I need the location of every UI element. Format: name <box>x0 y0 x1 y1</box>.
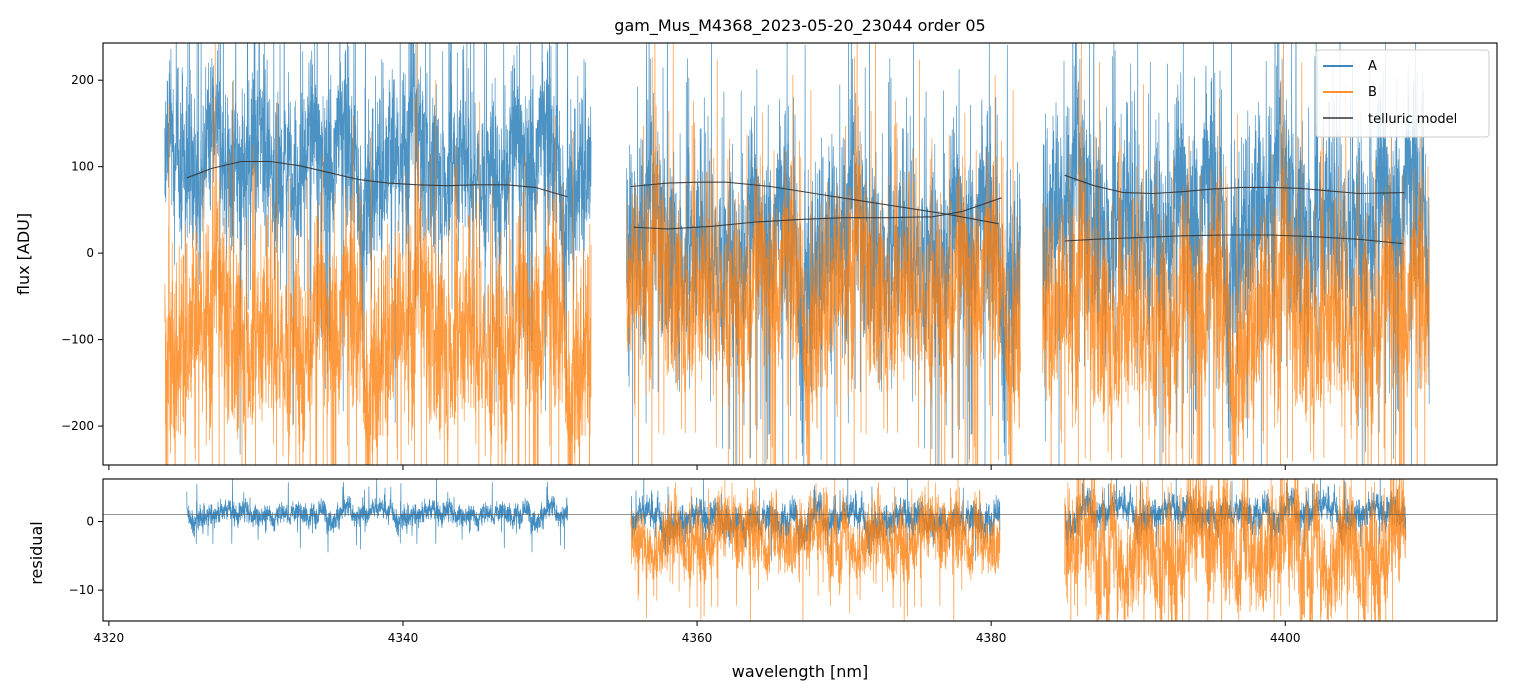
series-b-segment-3 <box>1042 43 1430 465</box>
bottom-xtick-label: 4380 <box>976 631 1007 645</box>
telluric-model-line-3 <box>633 197 1002 230</box>
legend-box <box>1315 49 1490 138</box>
bottom-ytick-label: −10 <box>69 583 94 597</box>
bottom-xtick-label: 4320 <box>94 631 125 645</box>
top-panel-axes: −200 −100 0 100 200 <box>61 73 1286 470</box>
top-ytick-label: −200 <box>61 419 94 433</box>
series-b-segment-2 <box>626 43 1021 465</box>
top-ytick-label: 100 <box>71 160 94 174</box>
bottom-panel-axes: −10 0 4320 4340 4360 4380 4400 <box>69 515 1301 645</box>
telluric-model-line-4 <box>1064 174 1405 195</box>
telluric-model-line-5 <box>1064 234 1403 245</box>
chart-title: gam_Mus_M4368_2023-05-20_23044 order 05 <box>614 16 985 36</box>
top-panel-frame <box>102 42 1498 466</box>
bottom-xtick-label: 4340 <box>388 631 419 645</box>
bottom-xtick-label: 4400 <box>1270 631 1301 645</box>
top-panel-data <box>164 43 1430 465</box>
series-b-segment-1 <box>164 43 592 465</box>
bottom-xtick-label: 4360 <box>682 631 713 645</box>
residual-b-segment-3 <box>1064 479 1407 621</box>
legend-label-b: B <box>1368 85 1377 100</box>
top-ytick-label: −100 <box>61 333 94 347</box>
legend-label-telluric: telluric model <box>1368 112 1457 127</box>
bottom-ylabel: residual <box>27 521 46 584</box>
bottom-xlabel: wavelength [nm] <box>732 662 869 681</box>
telluric-model-line-2 <box>630 181 999 225</box>
residual-b-segment-2 <box>630 479 1001 621</box>
bottom-panel-data <box>103 479 1497 621</box>
legend: A B telluric model <box>1315 49 1490 138</box>
residual-a-segment-1 <box>186 479 568 553</box>
series-a-segment-1 <box>164 43 592 455</box>
legend-label-a: A <box>1368 59 1377 74</box>
top-ytick-label: 200 <box>71 73 94 87</box>
top-ylabel: flux [ADU] <box>14 213 33 295</box>
bottom-panel-frame <box>102 478 1498 622</box>
bottom-ytick-label: 0 <box>86 515 94 529</box>
top-ytick-label: 0 <box>86 246 94 260</box>
telluric-model-line-1 <box>186 160 568 198</box>
